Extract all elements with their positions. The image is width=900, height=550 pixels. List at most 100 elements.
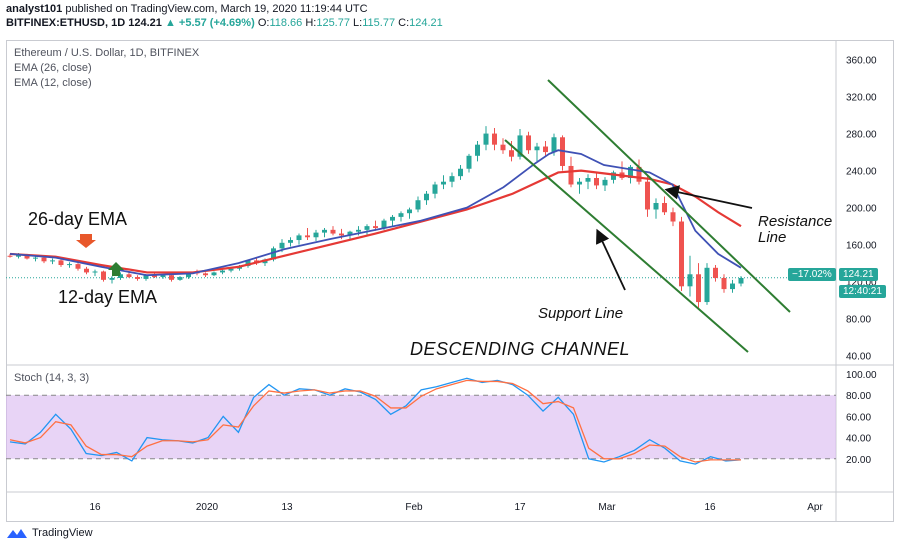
candle-body	[271, 248, 276, 260]
candle-body	[33, 257, 38, 259]
candle-body	[67, 264, 72, 266]
candle-body	[424, 193, 429, 201]
countdown-tag: 12:40:21	[839, 285, 886, 298]
ema26-line	[9, 169, 742, 274]
high-value: 125.77	[316, 17, 350, 29]
candle-body	[347, 231, 353, 236]
author-name[interactable]: analyst101	[6, 3, 63, 15]
candle-body	[475, 144, 480, 156]
candle-body	[432, 184, 438, 194]
candle-body	[568, 165, 574, 185]
publish-info: published on TradingView.com, March 19, …	[62, 3, 368, 15]
candle-body	[679, 221, 684, 287]
candle-body	[721, 277, 727, 290]
close-value: 124.21	[409, 17, 443, 29]
candle-body	[84, 268, 89, 273]
price-tick-label: 160.00	[846, 241, 877, 252]
price-tick-label: 120.00	[846, 278, 877, 289]
candle-body	[602, 179, 608, 186]
resistance-annotation-line2: Line	[758, 229, 786, 246]
candle-body	[407, 209, 412, 214]
candle-body	[143, 275, 149, 279]
candle-body	[186, 272, 191, 278]
last-price: 124.21	[128, 17, 162, 29]
support-annotation: Support Line	[538, 305, 623, 322]
low-value: 115.77	[362, 17, 396, 29]
candle-body	[245, 260, 251, 266]
publish-line: analyst101 published on TradingView.com,…	[6, 2, 443, 16]
candle-body	[109, 277, 115, 280]
ema12-legend[interactable]: EMA (12, close)	[14, 77, 92, 89]
candle-body	[492, 133, 497, 145]
candle-body	[543, 146, 548, 153]
candle-body	[713, 267, 718, 278]
candle-body	[551, 137, 557, 153]
candle-body	[220, 270, 225, 273]
time-tick-label: 13	[281, 502, 293, 513]
candle-body	[687, 274, 693, 287]
candle-body	[534, 146, 540, 151]
time-tick-label: 17	[514, 502, 526, 513]
support-arrow	[596, 228, 626, 291]
chart-title: Ethereum / U.S. Dollar, 1D, BITFINEX	[14, 47, 200, 59]
candle-body	[585, 178, 591, 182]
price-tick-label: 200.00	[846, 204, 877, 215]
brand-name: TradingView	[32, 527, 93, 539]
candle-body	[152, 275, 157, 278]
tradingview-logo-icon	[7, 529, 27, 538]
candle-body	[483, 133, 489, 145]
candle-body	[415, 200, 421, 210]
symbol: BITFINEX:ETHUSD, 1D	[6, 17, 126, 29]
candle-body	[517, 135, 523, 157]
candle-body	[670, 212, 676, 222]
candle-body	[135, 277, 140, 279]
close-label: C:	[398, 17, 410, 29]
candle-body	[126, 274, 132, 278]
high-label: H:	[305, 17, 317, 29]
candle-body	[466, 155, 472, 169]
candle-body	[356, 229, 361, 232]
candle-body	[305, 235, 310, 238]
candle-body	[398, 213, 404, 217]
candle-body	[381, 220, 387, 228]
stoch-legend[interactable]: Stoch (14, 3, 3)	[14, 372, 90, 384]
percent-change-tag: −17.02%	[788, 268, 836, 281]
channel-annotation: DESCENDING CHANNEL	[410, 339, 630, 359]
candle-body	[41, 257, 47, 262]
candle-body	[169, 275, 174, 280]
candle-body	[577, 181, 582, 185]
price-tick-label: 360.00	[846, 56, 877, 67]
tradingview-footer[interactable]: TradingView	[6, 526, 93, 540]
support-channel-line	[504, 139, 749, 353]
resistance-arrow	[664, 185, 753, 209]
candle-body	[288, 240, 293, 243]
candle-body	[449, 176, 455, 182]
candle-body	[211, 272, 217, 276]
stoch-d-line	[9, 379, 741, 463]
candle-body	[611, 172, 616, 180]
candle-body	[177, 277, 183, 280]
open-value: 118.66	[269, 17, 303, 29]
candle-body	[730, 283, 735, 290]
stoch-band	[6, 395, 836, 459]
stoch-tick-label: 40.00	[846, 434, 871, 445]
candle-body	[313, 232, 319, 238]
time-tick-label: 16	[704, 502, 716, 513]
stoch-tick-label: 100.00	[846, 370, 877, 381]
time-tick-label: Mar	[598, 502, 616, 513]
chart-frame	[6, 40, 894, 522]
low-label: L:	[353, 17, 363, 29]
candle-body	[7, 255, 13, 257]
candle-body	[92, 271, 98, 273]
candle-body	[50, 260, 55, 262]
price-tick-label: 280.00	[846, 130, 877, 141]
candle-body	[458, 168, 463, 177]
ema26-marker-icon	[76, 234, 96, 248]
candle-body	[160, 275, 166, 278]
ema26-legend[interactable]: EMA (26, close)	[14, 62, 92, 74]
candle-body	[101, 271, 106, 280]
candle-body	[364, 226, 370, 230]
stoch-k-line	[9, 377, 742, 465]
time-tick-label: Apr	[807, 502, 823, 513]
